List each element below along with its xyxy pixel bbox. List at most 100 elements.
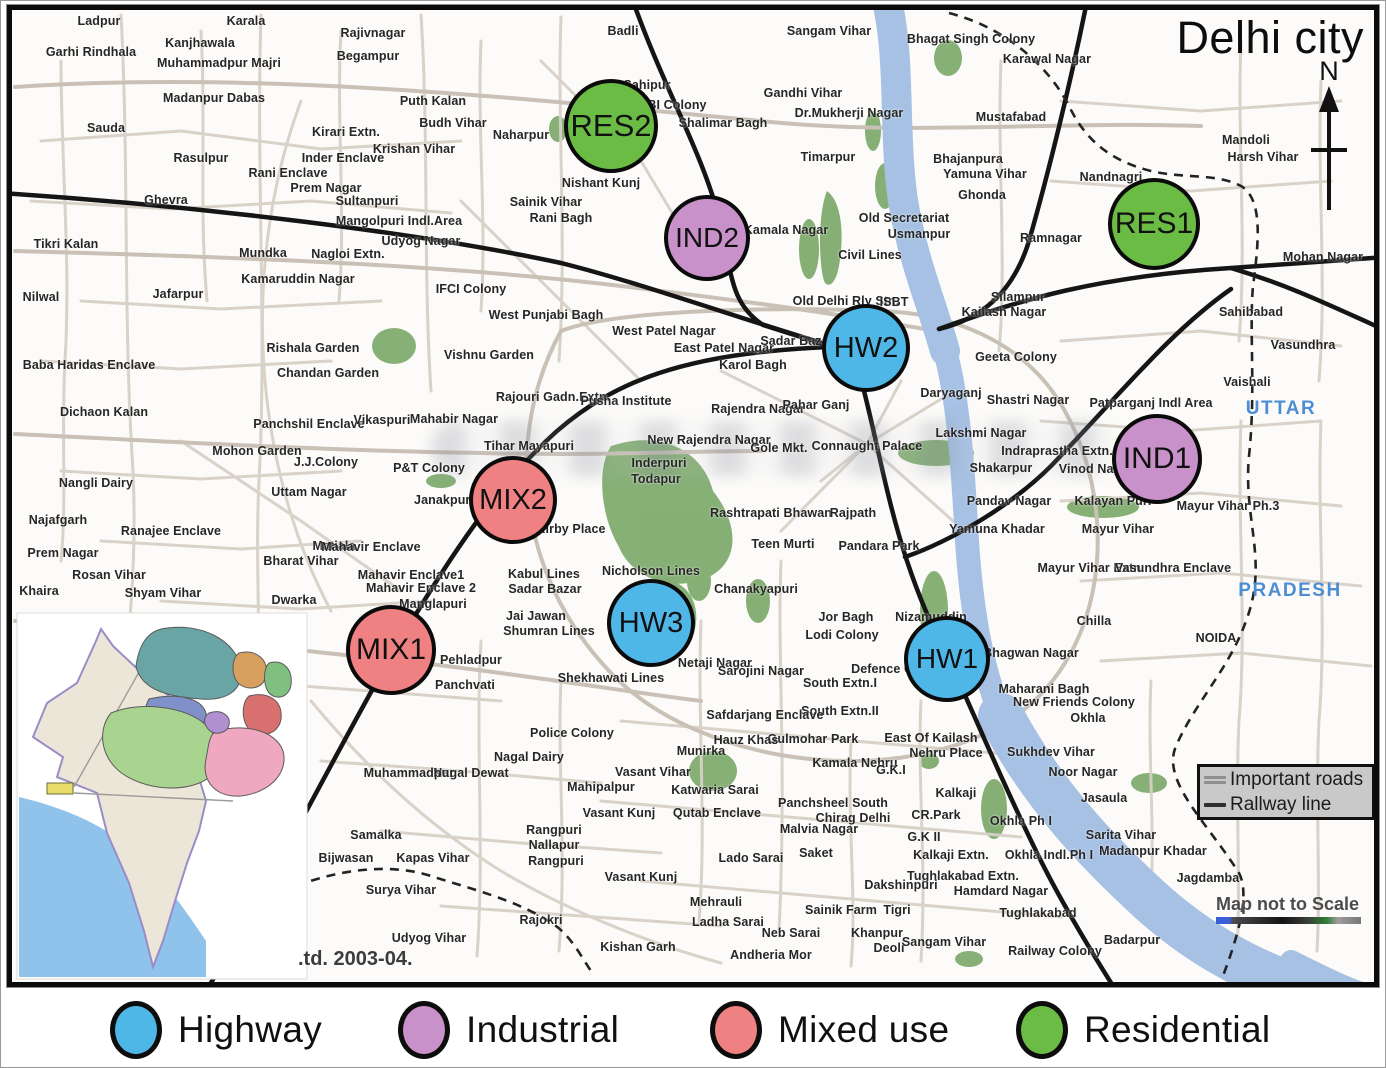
place-label: Bijwasan bbox=[318, 851, 374, 865]
place-label: Ranajee Enclave bbox=[120, 524, 222, 538]
place-label: Sultanpuri bbox=[335, 194, 399, 208]
place-label: Mahabir Nagar bbox=[409, 412, 499, 426]
place-label: Kamaruddin Nagar bbox=[241, 272, 355, 286]
place-label: Manglapuri bbox=[399, 597, 467, 611]
place-label: Chandan Garden bbox=[276, 366, 380, 380]
place-label: Mehrauli bbox=[689, 895, 743, 909]
place-label: Inder Enclave bbox=[301, 151, 385, 165]
place-label: Rangpuri bbox=[526, 823, 582, 837]
place-label: Krishan Vihar bbox=[372, 142, 456, 156]
place-label: Karala bbox=[226, 14, 266, 28]
place-label: Okhla Indl.Ph I bbox=[1004, 848, 1094, 862]
place-label: Karawal Nagar bbox=[1002, 52, 1092, 66]
map-frame: Ladpur Karala Rajivnagar Begampur Garhi Rind… bbox=[7, 5, 1379, 987]
place-label: Nilwal bbox=[22, 290, 60, 304]
place-label: Kalkaji Extn. bbox=[913, 848, 989, 862]
place-label: Sauda bbox=[86, 121, 126, 135]
site-marker-MIX1: MIX1 bbox=[346, 605, 436, 695]
place-label: Ramnagar bbox=[1020, 231, 1082, 245]
place-label: Indraprastha Extn. bbox=[1001, 444, 1113, 458]
place-label: Mangolpuri Indl.Area bbox=[335, 214, 463, 228]
place-label: Lakshmi Nagar bbox=[935, 426, 1027, 440]
place-label: South Extn.II bbox=[801, 704, 879, 718]
place-label: Kalayan Puri bbox=[1074, 494, 1152, 508]
place-label: Safdarjang Enclave bbox=[706, 708, 824, 722]
place-label: Rajouri Gadn.Extn. bbox=[495, 390, 611, 404]
place-label: Rosan Vihar bbox=[72, 568, 146, 582]
place-label: Nishant Kunj bbox=[561, 176, 641, 190]
inset-delhi-districts bbox=[102, 626, 292, 797]
place-label: Ghevra bbox=[144, 193, 188, 207]
legend-label: Mixed use bbox=[778, 1009, 950, 1050]
place-label: Nagal Dewat bbox=[433, 766, 509, 780]
place-label: Nagal Dairy bbox=[494, 750, 564, 764]
place-label: Kirari Extn. bbox=[312, 125, 380, 139]
place-label: Noor Nagar bbox=[1048, 765, 1118, 779]
place-label: Vasundhra bbox=[1270, 338, 1336, 352]
place-label: Panchvati bbox=[435, 678, 495, 692]
place-label: Shumran Lines bbox=[503, 624, 595, 638]
important-roads-icon bbox=[1204, 775, 1226, 784]
place-label: Geeta Colony bbox=[975, 350, 1057, 364]
place-label: Sarita Vihar bbox=[1085, 828, 1157, 842]
legend-label: Highway bbox=[178, 1009, 322, 1050]
legend-item-highway: Highway bbox=[110, 1001, 322, 1059]
place-label: Munirka bbox=[676, 744, 726, 758]
place-label: South Extn.I bbox=[802, 676, 878, 690]
place-label: Mahavir Enclave 2 bbox=[365, 581, 477, 595]
place-label: East Patel Nagar bbox=[673, 341, 775, 355]
place-label: Sahibabad bbox=[1218, 305, 1284, 319]
place-label: Badli bbox=[607, 24, 639, 38]
watermark bbox=[431, 421, 1121, 476]
place-label: Chirag Delhi bbox=[815, 811, 891, 825]
place-label: Nangli Dairy bbox=[58, 476, 134, 490]
place-label: Surya Vihar bbox=[365, 883, 437, 897]
site-marker-MIX2: MIX2 bbox=[469, 456, 557, 544]
place-label: Gandhi Vihar bbox=[763, 86, 843, 100]
place-label: Budh Vihar bbox=[419, 116, 487, 130]
place-label: Tikri Kalan bbox=[33, 237, 99, 251]
place-label: CR.Park bbox=[911, 808, 961, 822]
place-label: Tughlakabad bbox=[999, 906, 1077, 920]
place-label: IFCI Colony bbox=[435, 282, 507, 296]
place-label: Rishala Garden bbox=[266, 341, 360, 355]
place-label: Police Colony bbox=[530, 726, 614, 740]
place-label: Yamuna Vihar bbox=[943, 167, 1027, 181]
place-label: Kalkaji bbox=[935, 786, 977, 800]
place-label: Pehladpur bbox=[439, 653, 503, 667]
place-label: Matiala bbox=[312, 539, 356, 553]
place-label: Karol Bagh bbox=[719, 358, 787, 372]
site-marker-IND1: IND1 bbox=[1112, 414, 1202, 504]
inset-delhi-highlight bbox=[46, 782, 74, 795]
place-label: Andheria Mor bbox=[730, 948, 812, 962]
place-label: Mahavir Enclave1 bbox=[357, 568, 465, 582]
site-marker-HW1: HW1 bbox=[904, 616, 990, 702]
state-label: PRADESH bbox=[1238, 580, 1342, 601]
site-marker-HW2: HW2 bbox=[822, 304, 910, 392]
north-indicator: N bbox=[1306, 58, 1352, 221]
place-label: Qutab Enclave bbox=[672, 806, 762, 820]
place-label: G.K.I bbox=[876, 763, 906, 777]
place-label: Sarojini Nagar bbox=[717, 664, 805, 678]
place-label: ISBT bbox=[879, 295, 909, 309]
place-label: Pandara Park bbox=[838, 539, 920, 553]
place-label: Jagdamba bbox=[1176, 871, 1240, 885]
place-label: Dichaon Kalan bbox=[59, 405, 149, 419]
place-label: Kamala Nehru bbox=[812, 756, 898, 770]
place-label: Todapur bbox=[631, 472, 681, 486]
place-label: Harsh Vihar bbox=[1227, 150, 1299, 164]
place-label: Vasant Kunj bbox=[604, 870, 678, 884]
place-label: Kabul Lines bbox=[508, 567, 580, 581]
place-label: Silampur bbox=[990, 290, 1046, 304]
place-label: Lodi Colony bbox=[805, 628, 879, 642]
place-label: Old Secretariat bbox=[858, 211, 950, 225]
place-label: Mayur Vihar Extn. bbox=[1037, 561, 1145, 575]
place-label: Madanpur Khadar bbox=[1099, 844, 1207, 858]
place-label: Rajpath bbox=[829, 506, 877, 520]
site-marker-RES1: RES1 bbox=[1108, 178, 1200, 270]
place-label: Garhi Rindhala bbox=[45, 45, 137, 59]
place-label: Dr.Mukherji Nagar bbox=[794, 106, 904, 120]
place-label: Nandnagri bbox=[1079, 170, 1143, 184]
green-areas bbox=[372, 40, 1167, 967]
place-label: Sangam Vihar bbox=[901, 935, 987, 949]
